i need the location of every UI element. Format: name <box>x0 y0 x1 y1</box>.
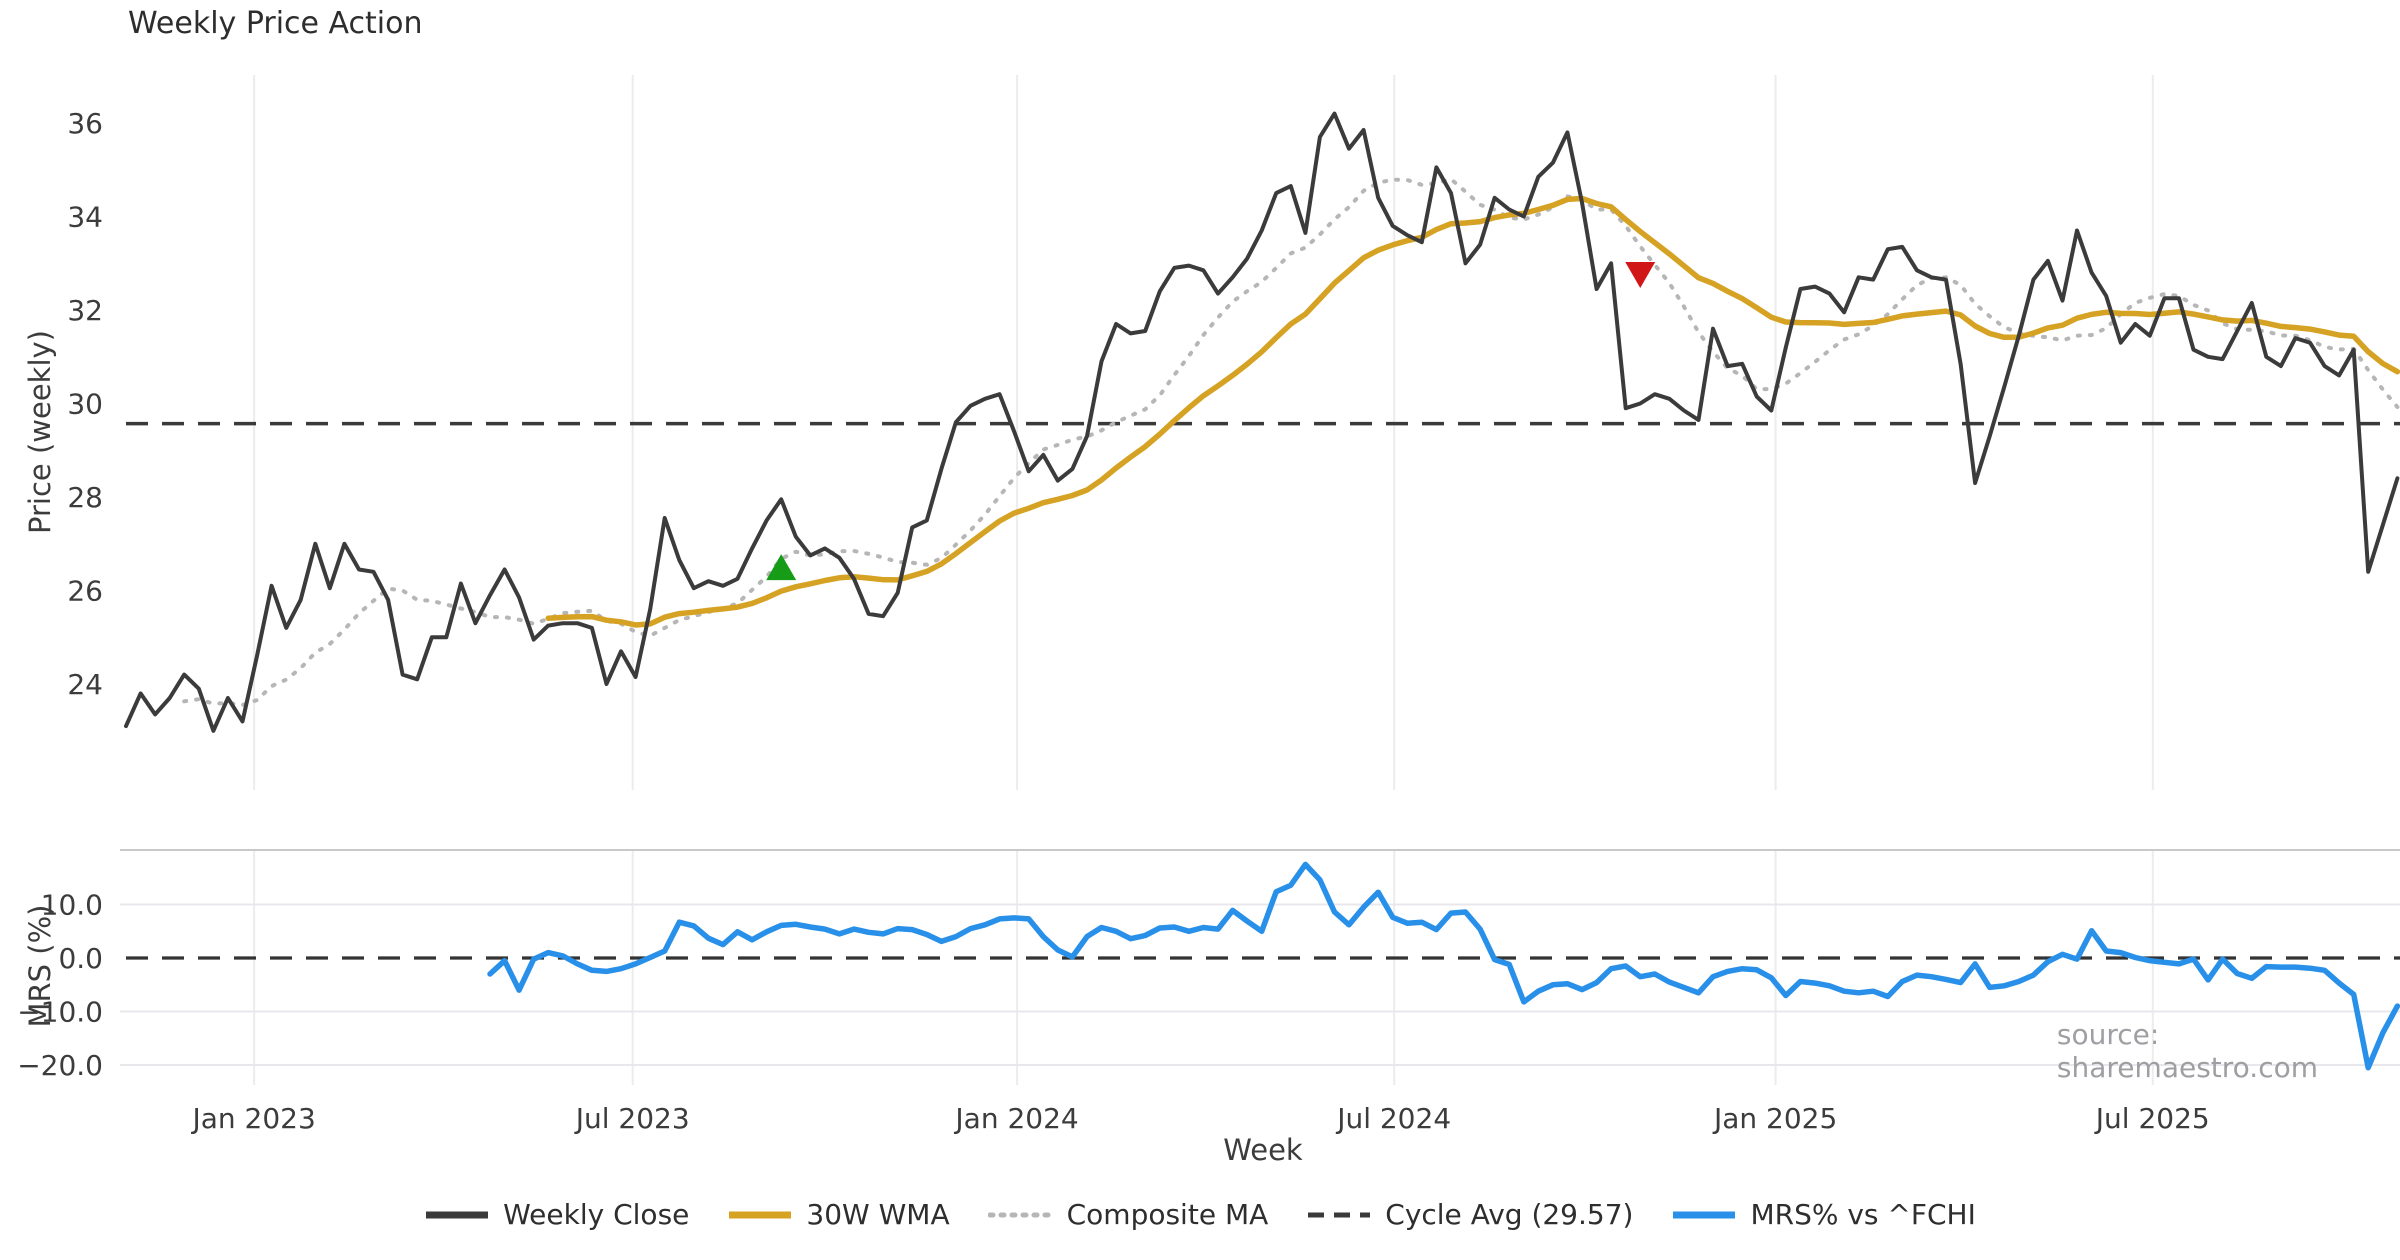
tick-label: 10.0 <box>41 889 103 922</box>
mrs-panel <box>126 861 2400 1071</box>
tick-label: 34 <box>67 201 103 234</box>
main-panel <box>124 111 2400 733</box>
tick-label: Jan 2024 <box>953 1102 1078 1135</box>
tick-label: 24 <box>67 668 103 701</box>
source-credit: source: sharemaestro.com <box>2056 1018 2318 1084</box>
cycle-avg-swatch-icon <box>1306 1210 1372 1220</box>
tick-label: 32 <box>67 294 103 327</box>
chart-legend: Weekly Close 30W WMA Composite MA Cycle … <box>0 1198 2400 1231</box>
tick-label: 30 <box>67 388 103 421</box>
sell-signal-marker <box>1625 261 1656 288</box>
tick-label: Jul 2025 <box>2094 1102 2210 1135</box>
buy-signal-marker <box>766 554 797 581</box>
mrs-swatch-icon <box>1671 1210 1737 1220</box>
tick-label: 36 <box>67 107 103 140</box>
composite-ma-line <box>182 177 2400 707</box>
legend-label: Weekly Close <box>503 1198 690 1231</box>
legend-label: Composite MA <box>1066 1198 1269 1231</box>
legend-item-weekly-close: Weekly Close <box>424 1198 689 1231</box>
legend-label: 30W WMA <box>806 1198 950 1231</box>
legend-item-cycle-avg: Cycle Avg (29.57) <box>1306 1198 1633 1231</box>
mrs-axis-label: MRS (%) <box>23 904 57 1028</box>
chart-title: Weekly Price Action <box>128 6 423 41</box>
composite-ma-swatch-icon <box>987 1210 1054 1220</box>
tick-label: 26 <box>67 575 103 608</box>
tick-label: Jul 2023 <box>574 1102 690 1135</box>
legend-item-30w-wma: 30W WMA <box>727 1198 950 1231</box>
tick-label: Jan 2023 <box>190 1102 315 1135</box>
tick-label: −20.0 <box>17 1049 103 1082</box>
gridlines <box>120 75 2400 1085</box>
wma-line <box>545 195 2400 628</box>
weekly-close-line <box>124 111 2400 733</box>
week-axis-label: Week <box>1223 1133 1303 1167</box>
tick-labels: 24 26 28 30 32 34 36 10.0 0.0 −10.0 −20.0 Jan 2023 J… <box>17 107 2210 1135</box>
tick-label: 28 <box>67 481 103 514</box>
tick-label: Jan 2025 <box>1712 1102 1837 1135</box>
legend-item-mrs: MRS% vs ^FCHI <box>1671 1198 1976 1231</box>
tick-label: 0.0 <box>58 942 103 975</box>
mrs-line <box>487 861 2400 1071</box>
legend-item-composite-ma: Composite MA <box>987 1198 1269 1231</box>
tick-label: Jul 2024 <box>1335 1102 1451 1135</box>
legend-label: Cycle Avg (29.57) <box>1385 1198 1634 1231</box>
tick-label: −10.0 <box>17 996 103 1029</box>
price-axis-label: Price (weekly) <box>23 329 57 535</box>
legend-label: MRS% vs ^FCHI <box>1750 1198 1976 1231</box>
weekly-close-swatch-icon <box>424 1210 490 1220</box>
wma-swatch-icon <box>727 1210 793 1220</box>
